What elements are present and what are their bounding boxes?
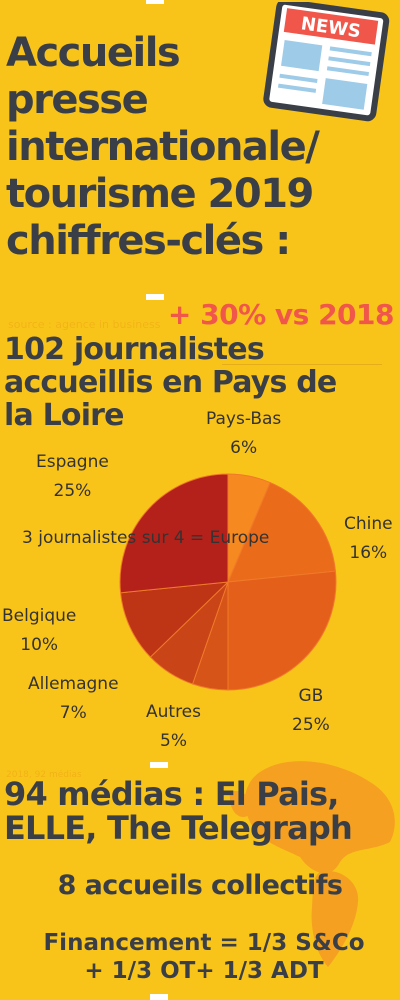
europe-note: 3 journalistes sur 4 = Europe	[22, 528, 270, 548]
faint-year-text: 2018, 92 médias	[6, 770, 82, 780]
label-allemagne: Allemagne 7%	[28, 670, 119, 728]
label-pays-bas: Pays-Bas 6%	[206, 405, 281, 463]
label-espagne-pct: 25%	[53, 481, 92, 501]
pie-slice-gb	[227, 570, 337, 691]
label-gb-name: GB	[298, 686, 324, 706]
label-allemagne-pct: 7%	[59, 703, 87, 723]
label-autres: Autres 5%	[146, 698, 201, 756]
pie-slice-chine	[227, 481, 337, 583]
label-espagne-name: Espagne	[36, 452, 109, 472]
label-pays-bas-name: Pays-Bas	[206, 409, 282, 429]
pie-chart	[119, 473, 337, 691]
label-chine-pct: 16%	[349, 543, 388, 563]
faint-source-text: source : agence in business	[8, 318, 161, 331]
label-autres-pct: 5%	[160, 731, 187, 751]
label-gb: GB 25%	[292, 682, 330, 740]
world-map-decoration	[229, 761, 395, 967]
page-title: Accueils presse internationale/ tourisme…	[6, 30, 320, 264]
label-chine: Chine 16%	[344, 510, 393, 568]
growth-stat: + 30% vs 2018	[167, 298, 395, 331]
label-autres-name: Autres	[146, 702, 202, 722]
label-gb-pct: 25%	[292, 715, 330, 735]
label-pays-bas-pct: 6%	[230, 438, 258, 458]
divider-dash-mid	[146, 294, 164, 300]
pie-slice-belgique	[119, 581, 230, 658]
divider-dash-bottom	[150, 994, 168, 1000]
label-chine-name: Chine	[344, 514, 393, 534]
financement-text: Financement = 1/3 S&Co + 1/3 OT+ 1/3 ADT	[43, 930, 365, 984]
collectifs-headline: 8 accueils collectifs	[57, 870, 343, 901]
label-belgique-name: Belgique	[2, 606, 77, 626]
newspaper-icon: NEWS	[263, 2, 390, 122]
label-espagne: Espagne 25%	[36, 448, 109, 506]
divider-dash-low	[150, 762, 168, 768]
divider-line	[222, 364, 382, 365]
label-belgique: Belgique 10%	[2, 602, 76, 660]
label-belgique-pct: 10%	[20, 635, 59, 655]
journalists-headline: 102 journalistes accueillis en Pays de l…	[4, 332, 337, 433]
label-allemagne-name: Allemagne	[28, 674, 119, 694]
pie-slice-espagne	[119, 473, 229, 594]
divider-dash-top	[146, 0, 164, 4]
medias-headline: 94 médias : El Pais, ELLE, The Telegraph	[4, 775, 353, 847]
